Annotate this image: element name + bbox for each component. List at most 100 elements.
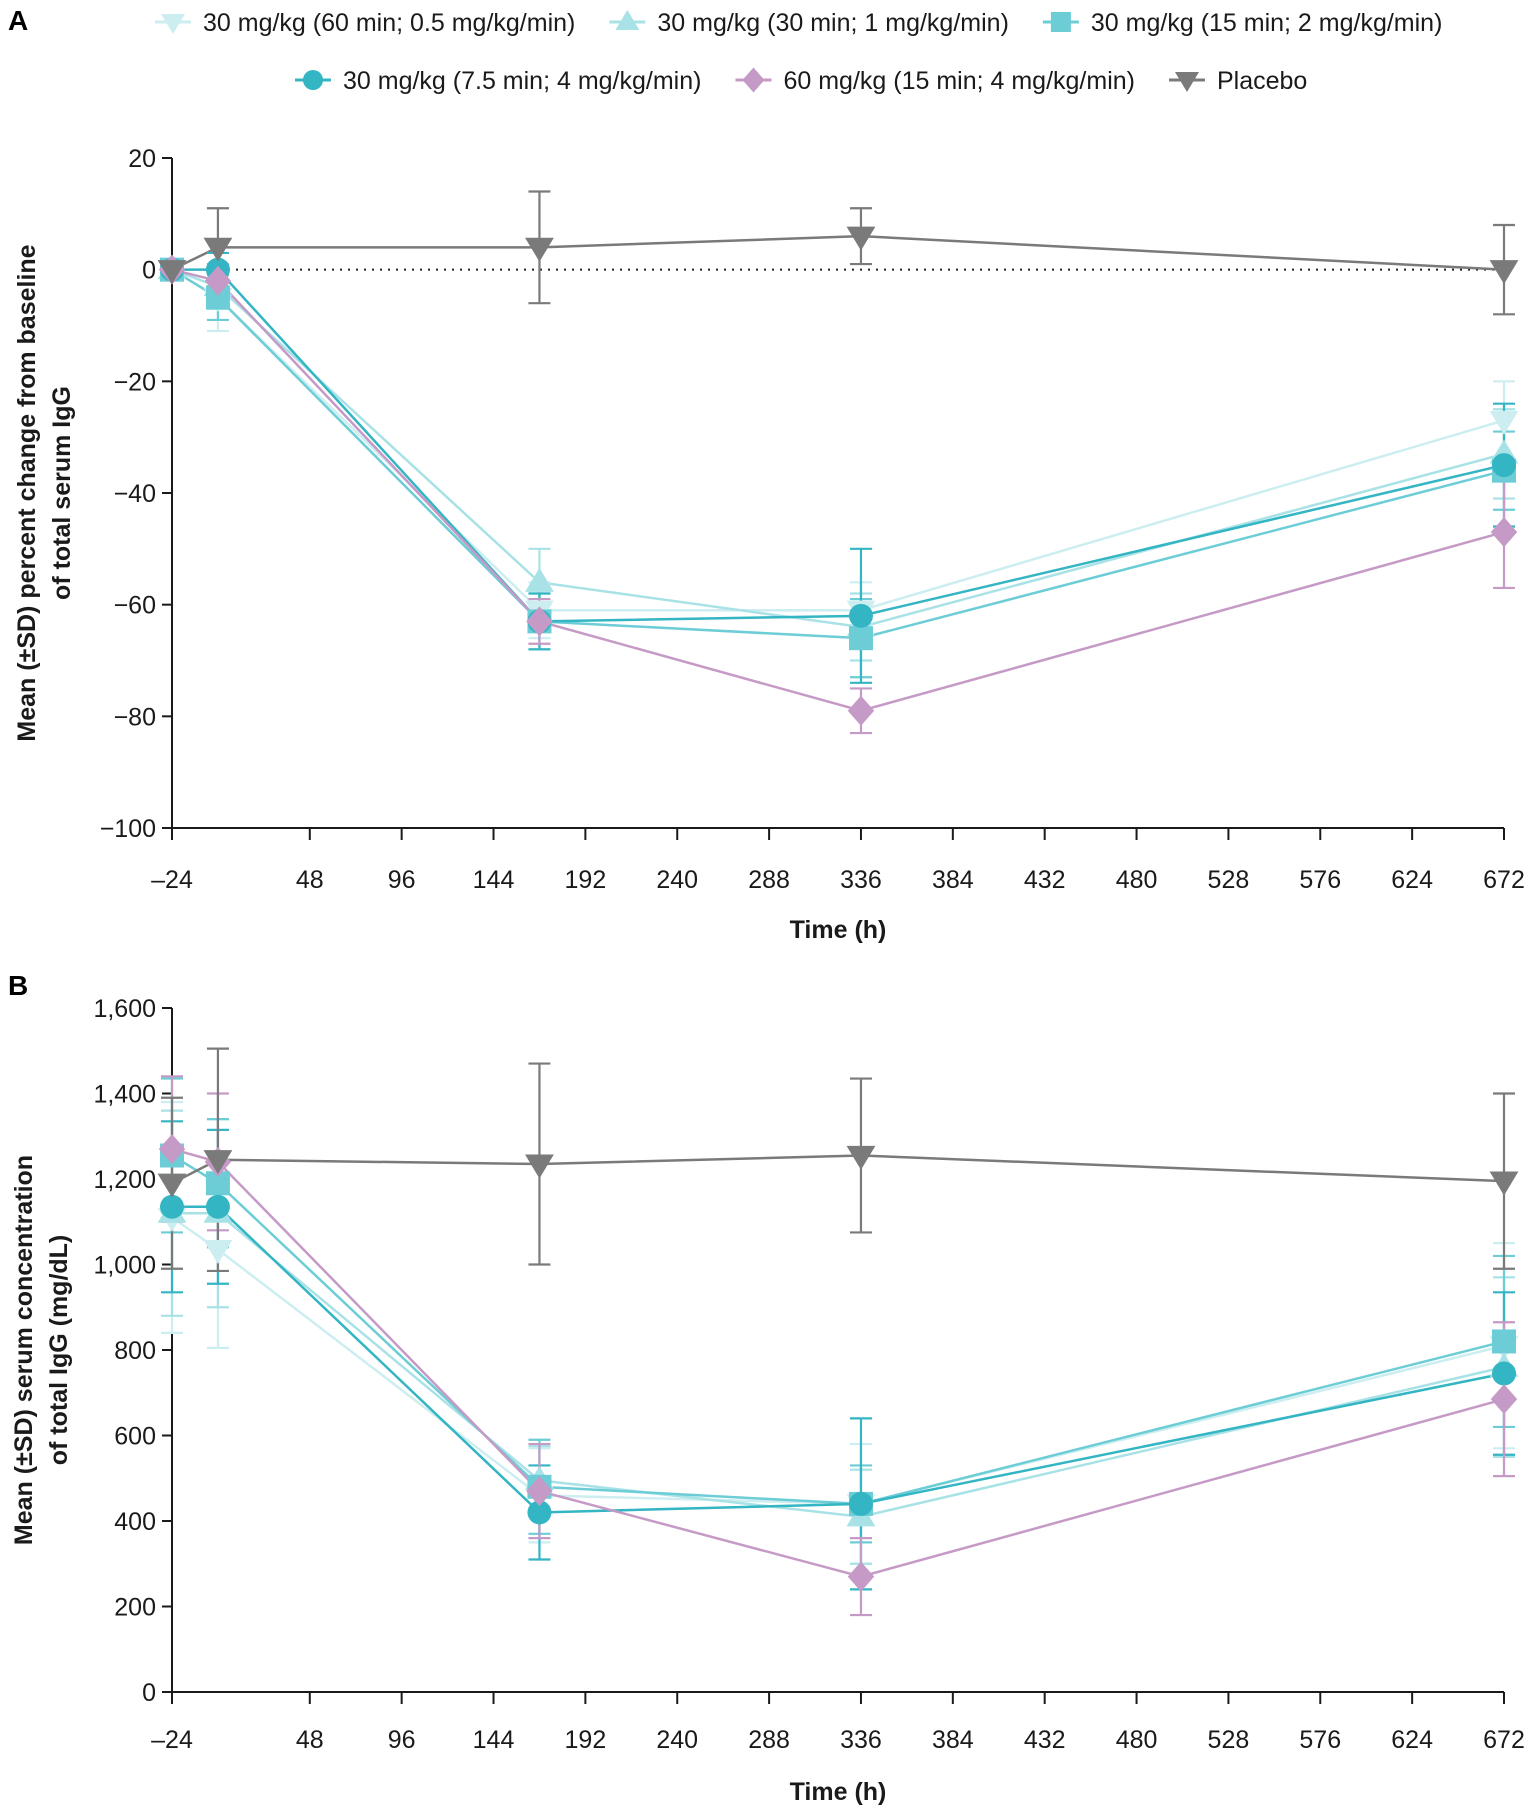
legend-label: 60 mg/kg (15 min; 4 mg/kg/min) <box>783 67 1135 95</box>
x-tick-label: 192 <box>565 1726 607 1754</box>
x-tick-label: –24 <box>151 1726 193 1754</box>
x-tick-label: 288 <box>748 866 790 894</box>
data-point-30-mg-kg-7-5-min-4-mg-kg-min <box>527 1500 552 1525</box>
legend-label: 30 mg/kg (7.5 min; 4 mg/kg/min) <box>343 67 701 95</box>
series-line-30-mg-kg-60-min-0-5-mg-kg-min <box>171 1216 1505 1506</box>
y-tick-label: 800 <box>114 1337 156 1365</box>
series-line-60-mg-kg-15-min-4-mg-kg-min <box>171 1147 1505 1578</box>
legend-marker-circle <box>303 70 323 90</box>
x-tick-label: 48 <box>296 866 324 894</box>
data-point-placebo <box>1489 260 1519 285</box>
y-tick-label: 20 <box>128 145 156 173</box>
data-point-placebo <box>157 260 187 285</box>
data-point-30-mg-kg-7-5-min-4-mg-kg-min <box>160 1194 184 1219</box>
x-tick-label: 96 <box>388 1726 416 1754</box>
legend-marker-triangle-down <box>161 14 185 34</box>
x-tick-label: 576 <box>1299 1726 1341 1754</box>
y-tick-label: 1,200 <box>93 1166 156 1194</box>
data-point-placebo <box>157 1173 187 1198</box>
x-tick-label: –24 <box>151 866 193 894</box>
y-tick-label: 600 <box>114 1423 156 1451</box>
data-point-30-mg-kg-7-5-min-4-mg-kg-min <box>205 1194 230 1219</box>
legend-label: 30 mg/kg (60 min; 0.5 mg/kg/min) <box>203 9 575 37</box>
x-tick-label: 144 <box>473 1726 515 1754</box>
series-line-30-mg-kg-30-min-1-mg-kg-min <box>172 1211 1505 1518</box>
x-tick-label: 144 <box>473 866 515 894</box>
x-tick-label: 48 <box>296 1726 324 1754</box>
x-tick-label: 336 <box>840 866 882 894</box>
x-tick-label: 480 <box>1116 866 1158 894</box>
legend-marker-triangle-down <box>1174 72 1199 92</box>
x-tick-label: 96 <box>388 866 416 894</box>
data-point-30-mg-kg-7-5-min-4-mg-kg-min <box>1492 453 1516 478</box>
data-point-60-mg-kg-15-min-4-mg-kg-min <box>1490 517 1518 548</box>
series-line-placebo <box>171 234 1505 271</box>
data-point-30-mg-kg-30-min-1-mg-kg-min <box>525 567 554 592</box>
panel-a-label: A <box>8 5 28 36</box>
x-tick-label: 192 <box>565 866 607 894</box>
data-point-30-mg-kg-60-min-0-5-mg-kg-min <box>203 1239 233 1264</box>
y-tick-label: 1,000 <box>93 1252 156 1280</box>
legend-label: 30 mg/kg (30 min; 1 mg/kg/min) <box>657 9 1009 37</box>
legend-item-30-mg-kg-30-min-1-mg-kg-min: 30 mg/kg (30 min; 1 mg/kg/min) <box>609 9 1009 37</box>
data-point-60-mg-kg-15-min-4-mg-kg-min <box>847 695 875 726</box>
x-tick-label: 432 <box>1024 1726 1066 1754</box>
y-axis-title: Mean (±SD) percent change from baseline <box>13 244 41 741</box>
legend-label: Placebo <box>1217 67 1307 95</box>
legend-item-60-mg-kg-15-min-4-mg-kg-min: 60 mg/kg (15 min; 4 mg/kg/min) <box>735 67 1135 95</box>
y-tick-label: −100 <box>100 815 156 843</box>
series-line-placebo <box>171 1154 1505 1185</box>
data-point-30-mg-kg-7-5-min-4-mg-kg-min <box>848 1491 873 1516</box>
x-tick-label: 576 <box>1299 866 1341 894</box>
series-line-60-mg-kg-15-min-4-mg-kg-min <box>171 268 1505 713</box>
x-tick-label: 528 <box>1208 1726 1250 1754</box>
data-point-placebo <box>846 1145 876 1170</box>
x-tick-label: 384 <box>932 1726 974 1754</box>
legend: 30 mg/kg (60 min; 0.5 mg/kg/min) 30 mg/kg… <box>155 9 1442 95</box>
y-axis-title: Mean (±SD) serum concentration <box>10 1155 38 1545</box>
data-point-60-mg-kg-15-min-4-mg-kg-min <box>526 606 553 637</box>
series-line-30-mg-kg-60-min-0-5-mg-kg-min <box>171 268 1505 612</box>
legend-marker-triangle-up <box>615 10 640 30</box>
x-tick-label: 240 <box>656 866 698 894</box>
data-point-60-mg-kg-15-min-4-mg-kg-min <box>158 1134 186 1165</box>
x-axis-title: Time (h) <box>790 1778 887 1806</box>
y-axis-title: of total IgG (mg/dL) <box>45 1235 73 1466</box>
x-tick-label: 288 <box>748 1726 790 1754</box>
y-tick-label: 400 <box>114 1508 156 1536</box>
panel-a-chart: A −100 −80 −60 −40 −20 0 20 –24 48 96 144 192 240 288… <box>8 5 1525 944</box>
x-tick-label: 624 <box>1391 1726 1433 1754</box>
data-point-placebo <box>846 226 876 251</box>
series-line-30-mg-kg-15-min-2-mg-kg-min <box>171 1154 1505 1506</box>
data-point-60-mg-kg-15-min-4-mg-kg-min <box>1490 1384 1518 1415</box>
x-tick-label: 432 <box>1024 866 1066 894</box>
data-point-60-mg-kg-15-min-4-mg-kg-min <box>526 1476 553 1507</box>
x-tick-label: 672 <box>1483 1726 1525 1754</box>
x-tick-label: 480 <box>1116 1726 1158 1754</box>
y-tick-label: 0 <box>142 1679 156 1707</box>
x-tick-label: 624 <box>1391 866 1433 894</box>
data-point-placebo <box>1489 1171 1519 1196</box>
x-axis-title: Time (h) <box>790 916 887 944</box>
data-point-30-mg-kg-15-min-2-mg-kg-min <box>848 626 873 651</box>
legend-label: 30 mg/kg (15 min; 2 mg/kg/min) <box>1091 9 1443 37</box>
panel-b-label: B <box>8 970 28 1001</box>
legend-marker-diamond <box>742 67 765 93</box>
legend-item-placebo: Placebo <box>1168 67 1307 95</box>
x-tick-label: 528 <box>1208 866 1250 894</box>
data-point-placebo <box>203 1150 233 1175</box>
data-point-60-mg-kg-15-min-4-mg-kg-min <box>847 1561 875 1592</box>
data-point-30-mg-kg-60-min-0-5-mg-kg-min <box>1489 410 1519 435</box>
x-tick-label: 240 <box>656 1726 698 1754</box>
data-point-30-mg-kg-7-5-min-4-mg-kg-min <box>1492 1361 1516 1386</box>
y-tick-label: 200 <box>114 1594 156 1622</box>
legend-item-30-mg-kg-60-min-0-5-mg-kg-min: 30 mg/kg (60 min; 0.5 mg/kg/min) <box>155 9 575 37</box>
data-point-60-mg-kg-15-min-4-mg-kg-min <box>204 265 232 296</box>
series-line-30-mg-kg-15-min-2-mg-kg-min <box>171 268 1505 640</box>
data-point-placebo <box>525 1154 554 1179</box>
legend-item-30-mg-kg-15-min-2-mg-kg-min: 30 mg/kg (15 min; 2 mg/kg/min) <box>1042 9 1443 37</box>
y-tick-label: 0 <box>142 257 156 285</box>
data-point-30-mg-kg-15-min-2-mg-kg-min <box>1492 1329 1516 1354</box>
legend-marker-square <box>1050 12 1071 32</box>
